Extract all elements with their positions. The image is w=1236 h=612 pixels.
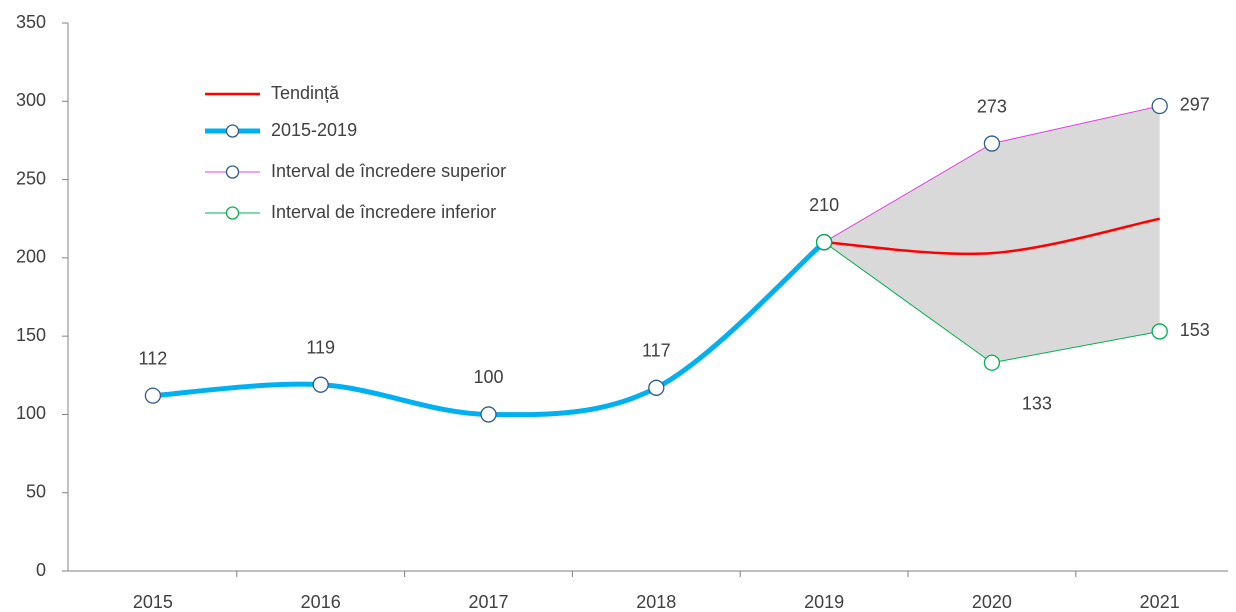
x-tick-label: 2018 [636,592,676,612]
series-line [152,240,826,418]
legend-marker [225,206,240,220]
marker [983,135,1001,152]
marker [815,234,833,251]
y-tick-label: 250 [16,168,46,188]
marker [312,376,329,393]
marker [648,379,665,396]
legend-marker [225,165,240,179]
legend-label: 2015-2019 [271,120,357,140]
confidence-band [824,105,1160,363]
y-tick-label: 200 [16,247,46,267]
data-label: 297 [1180,95,1210,115]
data-label: 100 [473,367,503,387]
marker [480,406,497,423]
x-tick-label: 2015 [133,592,173,612]
y-tick-label: 100 [16,403,46,423]
marker [1151,323,1168,340]
data-label: 133 [1022,394,1052,414]
x-tick-label: 2019 [804,592,844,612]
data-label: 273 [977,96,1007,116]
legend-label: Interval de încredere superior [271,161,506,181]
data-label: 119 [306,337,335,357]
x-tick-label: 2020 [972,592,1012,612]
marker [983,354,1001,371]
legend-label: Interval de încredere inferior [271,202,496,222]
x-tick-label: 2017 [468,592,508,612]
y-tick-label: 50 [26,481,46,501]
data-label: 112 [139,348,168,368]
series-line [824,217,1160,256]
marker [144,387,162,404]
data-label: 210 [809,195,839,215]
data-label: 153 [1180,320,1210,340]
y-tick-label: 150 [16,325,46,345]
y-tick-label: 300 [16,90,46,110]
marker [1151,97,1168,115]
data-label: 117 [642,341,671,361]
y-tick-label: 350 [16,12,46,32]
legend-marker [225,124,240,138]
legend-label: Tendință [271,83,340,103]
x-tick-label: 2016 [301,592,341,612]
y-tick-label: 0 [36,560,46,580]
x-tick-label: 2021 [1140,592,1180,612]
